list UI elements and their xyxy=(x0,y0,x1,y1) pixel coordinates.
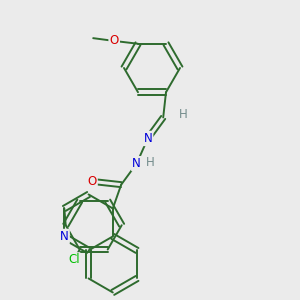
Text: H: H xyxy=(146,156,155,169)
Text: O: O xyxy=(87,175,97,188)
Text: N: N xyxy=(143,132,152,145)
Text: H: H xyxy=(178,108,187,121)
Text: N: N xyxy=(60,230,69,243)
Text: Cl: Cl xyxy=(68,254,80,266)
Text: N: N xyxy=(132,157,141,170)
Text: O: O xyxy=(110,34,119,47)
